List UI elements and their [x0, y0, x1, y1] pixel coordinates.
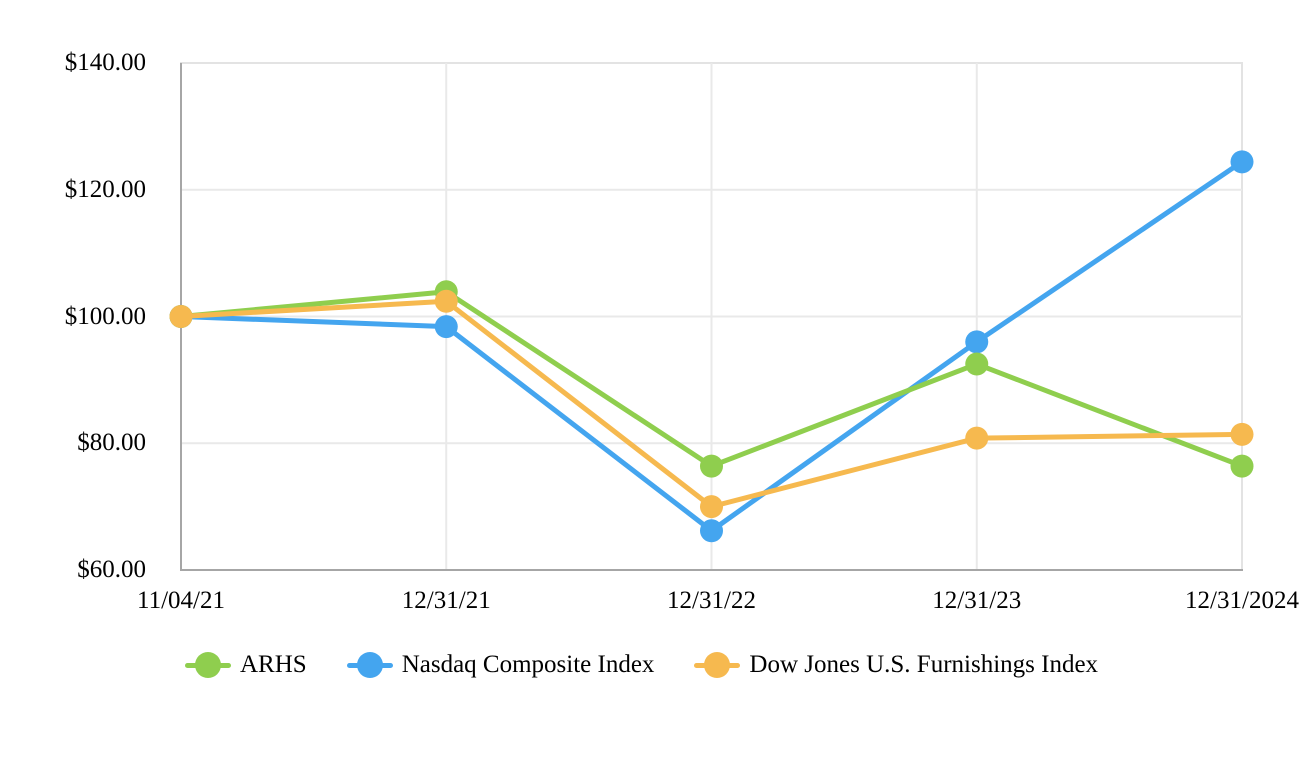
y-tick-label-60: $60.00 — [77, 556, 146, 583]
legend-label: Dow Jones U.S. Furnishings Index — [749, 651, 1099, 678]
y-tick-label-100: $100.00 — [64, 302, 146, 330]
legend-label: ARHS — [240, 651, 307, 678]
x-tick-label-12-31-21: 12/31/21 — [401, 587, 491, 614]
legend-marker-icon — [346, 651, 393, 679]
data-point-dow-jones-u-s-furnishings-index-11-04-21 — [169, 305, 193, 328]
data-point-nasdaq-composite-index-12-31-21 — [434, 315, 458, 339]
data-point-dow-jones-u-s-furnishings-index-12-31-22 — [700, 495, 723, 519]
x-tick-label-12-31-22: 12/31/22 — [667, 587, 756, 614]
data-point-arhs-12-31-22 — [700, 454, 723, 478]
legend-item-arhs: ARHS — [185, 651, 307, 679]
legend-item-dow-jones-u-s-furnishings-index: Dow Jones U.S. Furnishings Index — [694, 651, 1098, 679]
data-point-arhs-12-31-2024 — [1230, 454, 1254, 478]
x-tick-label-11-04-21: 11/04/21 — [137, 587, 225, 614]
legend-item-nasdaq-composite-index: Nasdaq Composite Index — [346, 651, 655, 679]
y-tick-label-120: $120.00 — [64, 175, 146, 203]
legend-marker-icon — [694, 651, 741, 679]
data-point-nasdaq-composite-index-12-31-2024 — [1230, 150, 1254, 174]
y-tick-label-80: $80.00 — [77, 429, 146, 457]
data-point-nasdaq-composite-index-12-31-22 — [700, 519, 723, 543]
legend-marker-icon — [185, 651, 231, 679]
chart-legend: ARHS Nasdaq Composite Index Dow Jones U.S.… — [185, 651, 1098, 679]
data-point-arhs-12-31-23 — [965, 352, 989, 376]
x-tick-label-12-31-23: 12/31/23 — [932, 587, 1022, 614]
data-point-dow-jones-u-s-furnishings-index-12-31-23 — [965, 426, 989, 450]
data-point-dow-jones-u-s-furnishings-index-12-31-2024 — [1230, 422, 1254, 446]
y-tick-label-140: $140.00 — [64, 49, 146, 76]
x-tick-label-12-31-2024: 12/31/2024 — [1185, 587, 1299, 614]
data-point-dow-jones-u-s-furnishings-index-12-31-21 — [434, 289, 458, 313]
legend-label: Nasdaq Composite Index — [401, 651, 655, 678]
data-point-nasdaq-composite-index-12-31-23 — [965, 330, 989, 354]
